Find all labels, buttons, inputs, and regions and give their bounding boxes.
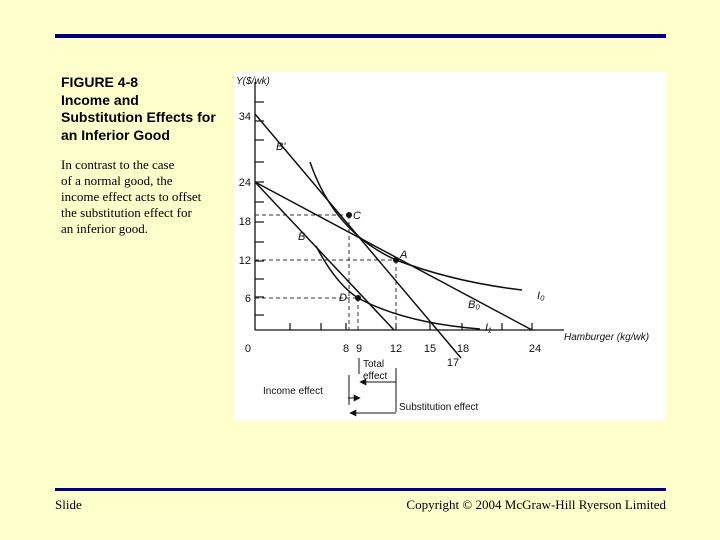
budget-line-b0 [254,181,533,331]
x-tick-label: 17 [447,357,459,369]
caption-line: income effect acts to offset [61,189,202,204]
figure-caption: In contrast to the case of a normal good… [61,157,236,237]
guide-lines [255,214,397,330]
figure-title-line: Income and [61,91,139,108]
caption-line: of a normal good, the [61,173,173,188]
figure-title-line: FIGURE 4-8 [61,74,139,90]
income-effect-label: Income effect [263,386,323,397]
x-tick-label: 24 [529,343,541,355]
point-label-a: A [399,249,407,261]
curve-label-i0: I₀ [537,290,545,302]
curve-label-i1: I₁ [485,322,492,334]
point-label-b: B [298,231,305,243]
footer-copyright: Copyright © 2004 McGraw-Hill Ryerson Lim… [406,497,666,512]
y-tick-label: 24 [239,177,251,189]
point-d [355,295,361,301]
figure-title: FIGURE 4-8 Income and Substitution Effec… [61,74,236,144]
x-tick-label: 9 [356,343,362,355]
substitution-effect-label: Substitution effect [399,402,479,413]
x-axis-label: Hamburger (kg/wk) [564,332,649,343]
indifference-curve-i0 [309,161,523,291]
total-effect-label: Total [363,359,384,370]
point-c [346,212,352,218]
x-tick-label: 18 [457,343,469,355]
y-tick-label: 12 [239,255,251,267]
total-effect-label: effect [363,371,387,382]
y-tick-label: 34 [239,111,251,123]
top-rule [55,34,666,38]
curve-label-b-prime: B' [276,141,286,153]
y-tick-label: 6 [245,293,251,305]
figure-panel: Y($/wk) Hamburger (kg/wk) 34 24 18 12 6 … [234,72,666,421]
x-tick-label: 12 [390,343,402,355]
y-axis-ticks [255,101,264,316]
x-tick-label: 15 [424,343,436,355]
budget-line-b [254,181,395,331]
footer-slide-label: Slide [55,497,82,512]
caption-line: In contrast to the case [61,157,175,172]
point-label-c: C [353,210,361,222]
x-axis-ticks [289,323,533,330]
figure-title-line: an Inferior Good [61,126,170,143]
caption-line: an inferior good. [61,221,149,236]
x-tick-label: 8 [343,343,349,355]
y-axis-label: Y($/wk) [236,76,270,87]
point-a [393,257,399,263]
bottom-rule [55,488,666,491]
point-label-d: D [339,292,347,304]
economics-diagram: Y($/wk) Hamburger (kg/wk) 34 24 18 12 6 … [236,76,649,417]
y-tick-label: 0 [245,343,251,355]
figure-title-line: Substitution Effects for [61,109,216,125]
y-tick-label: 18 [239,216,251,228]
indifference-curve-i1 [315,245,481,330]
curve-label-b0: B₀ [468,299,480,311]
caption-line: the substitution effect for [61,205,192,220]
